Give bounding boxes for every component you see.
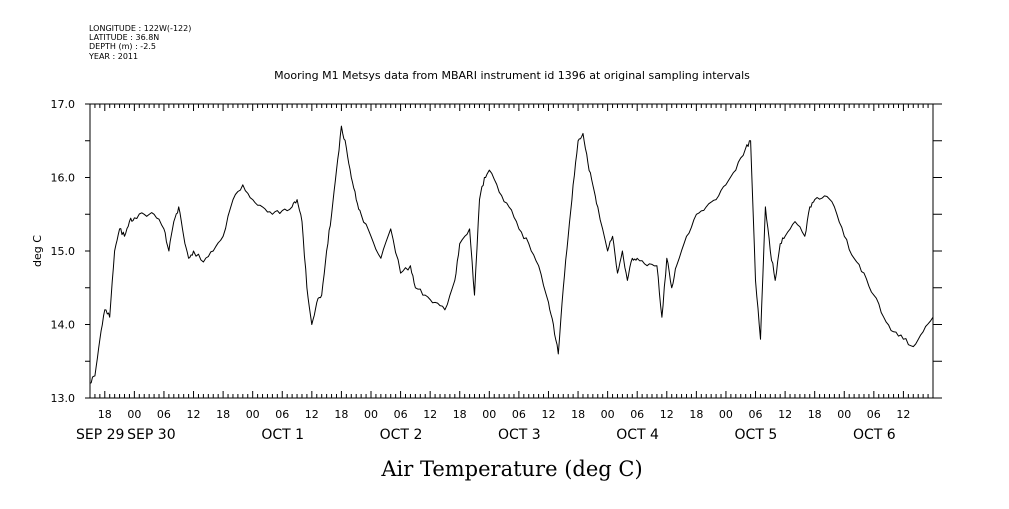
plot-frame [89,103,934,399]
x-minor-ticks [89,104,929,398]
x-tick-label: 18 [571,408,585,421]
x-tick-label: 18 [334,408,348,421]
x-tick-label: 12 [187,408,201,421]
x-tick-label: 12 [305,408,319,421]
x-tick-label: 06 [157,408,171,421]
x-tick-label: 18 [808,408,822,421]
x-tick-label: 06 [867,408,881,421]
x-tick-label: 12 [423,408,437,421]
y-tick-label: 14.0 [51,319,76,332]
x-tick-label: 18 [689,408,703,421]
x-tick-label: 06 [394,408,408,421]
y-axis-label: deg C [31,235,44,267]
x-date-label: OCT 2 [380,427,423,443]
x-tick-label: 12 [896,408,910,421]
y-tick-label: 17.0 [51,98,76,111]
x-tick-label: 00 [601,408,615,421]
meta-longitude: LONGITUDE : 122W(-122) [89,24,191,33]
x-tick-label: 00 [837,408,851,421]
x-tick-label: 18 [216,408,230,421]
x-date-label: OCT 4 [616,427,659,443]
x-date-label: OCT 5 [735,427,778,443]
x-axis-label: Air Temperature (deg C) [380,457,642,481]
x-date-label: OCT 6 [853,427,896,443]
x-date-labels: SEP 29 SEP 30 OCT 1 OCT 2 OCT 3 OCT 4 OCT 5 OCT… [76,427,896,443]
x-major-ticks [104,104,934,398]
meta-depth: DEPTH (m) : -2.5 [89,42,156,51]
y-tick-labels: 13.0 14.0 15.0 16.0 17.0 [51,98,76,405]
x-tick-label: 00 [127,408,141,421]
x-tick-label: 06 [630,408,644,421]
x-tick-label: 18 [453,408,467,421]
x-date-label: OCT 1 [261,427,304,443]
x-date-label: SEP 30 [127,427,175,443]
station-metadata: LONGITUDE : 122W(-122) LATITUDE : 36.8N … [88,24,191,61]
axis-ticks [85,103,942,399]
y-ticks [85,103,942,399]
meta-latitude: LATITUDE : 36.8N [89,33,159,42]
x-date-label: SEP 29 [76,427,124,443]
x-tick-label: 18 [98,408,112,421]
x-tick-label: 06 [512,408,526,421]
x-tick-label: 00 [246,408,260,421]
x-tick-label: 12 [778,408,792,421]
x-tick-label: 06 [275,408,289,421]
x-tick-label: 00 [482,408,496,421]
x-tick-label: 00 [719,408,733,421]
x-tick-label: 00 [364,408,378,421]
chart-title: Mooring M1 Metsys data from MBARI instru… [274,69,750,82]
series-line-air-temperature [89,125,934,384]
y-tick-label: 16.0 [51,172,76,185]
x-tick-label: 06 [749,408,763,421]
x-date-label: OCT 3 [498,427,541,443]
meta-year: YEAR : 2011 [88,52,138,61]
y-tick-label: 15.0 [51,245,76,258]
x-tick-label: 12 [660,408,674,421]
x-tick-label: 12 [542,408,556,421]
x-tick-labels: 18 00 06 12 18 00 06 12 18 00 06 12 18 00 06 12 18 00 06 12… [98,408,911,421]
y-tick-label: 13.0 [51,392,76,405]
